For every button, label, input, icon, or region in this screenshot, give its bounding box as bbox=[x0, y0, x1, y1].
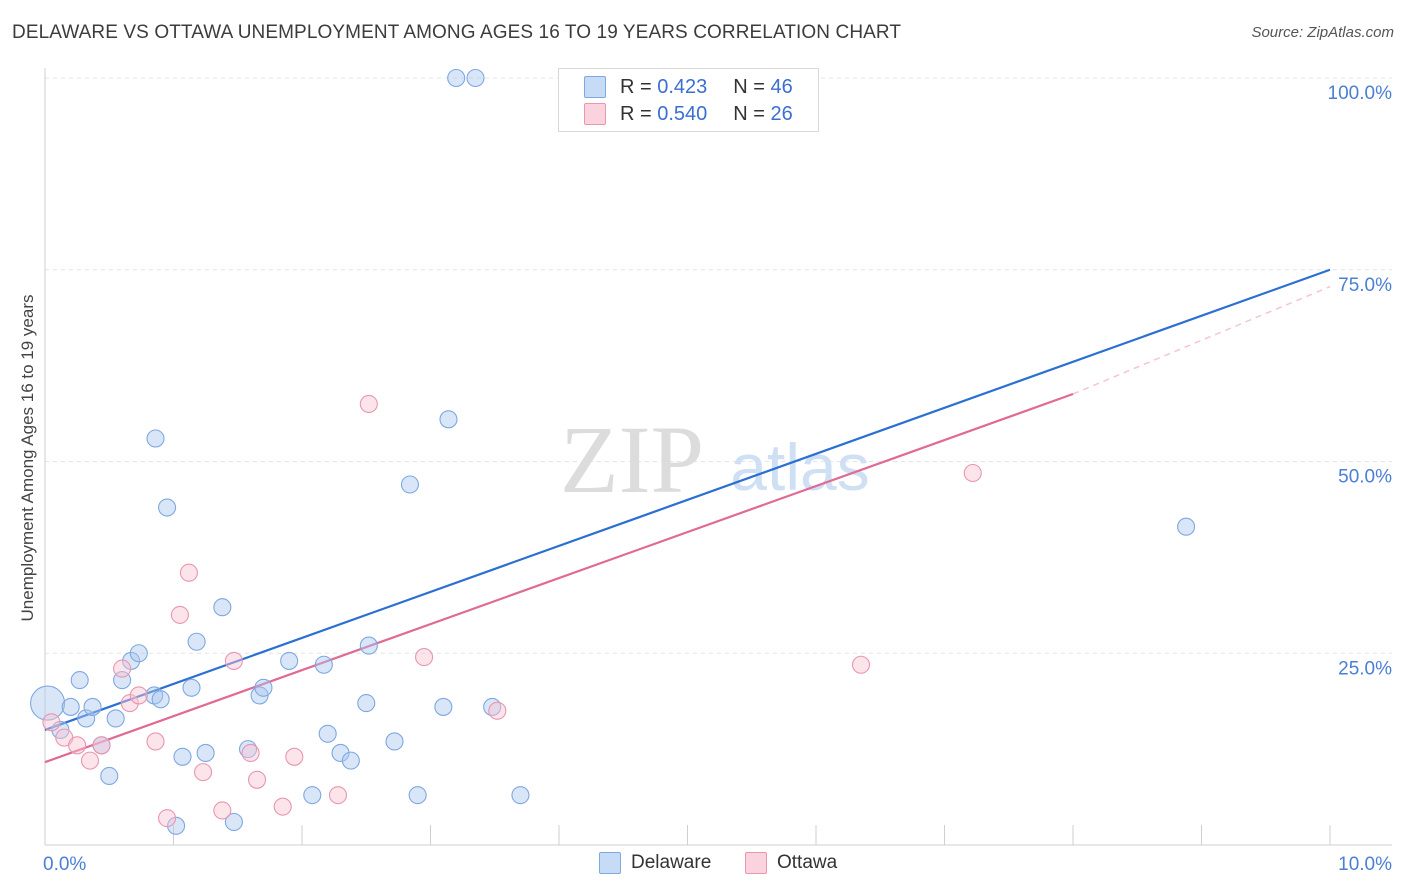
point-ottawa bbox=[247, 770, 267, 789]
trend-lines bbox=[44, 268, 1331, 764]
point-delaware bbox=[331, 743, 350, 763]
tick-labels: 25.0% 50.0% 75.0% 100.0% 0.0% 10.0% bbox=[43, 83, 1392, 875]
point-ottawa bbox=[68, 736, 87, 755]
point-ottawa bbox=[285, 747, 304, 766]
point-delaware bbox=[408, 786, 427, 805]
point-ottawa bbox=[488, 701, 507, 720]
grid-lines bbox=[45, 77, 1392, 654]
point-ottawa bbox=[224, 651, 243, 670]
point-delaware bbox=[1177, 517, 1196, 536]
point-delaware bbox=[303, 786, 322, 805]
point-delaware bbox=[129, 644, 148, 663]
point-delaware bbox=[341, 751, 360, 770]
point-ottawa bbox=[158, 809, 177, 828]
data-points bbox=[30, 68, 1196, 835]
source-label: Source: ZipAtlas.com bbox=[1251, 24, 1394, 41]
point-delaware bbox=[224, 812, 243, 832]
point-delaware bbox=[400, 475, 419, 494]
point-delaware bbox=[158, 498, 177, 517]
legend-row-delaware: R = 0.423 N = 46 bbox=[584, 75, 793, 99]
point-delaware bbox=[385, 732, 404, 751]
point-delaware bbox=[106, 709, 125, 728]
point-delaware bbox=[314, 655, 333, 674]
point-delaware bbox=[254, 678, 273, 697]
point-ottawa bbox=[92, 736, 111, 755]
point-delaware bbox=[447, 68, 466, 88]
point-delaware bbox=[318, 724, 337, 743]
point-ottawa bbox=[194, 763, 213, 782]
x-tick-label: 0.0% bbox=[43, 854, 86, 875]
point-delaware bbox=[187, 632, 206, 651]
point-ottawa bbox=[179, 563, 198, 582]
point-delaware bbox=[182, 678, 201, 697]
legend-row-ottawa: R = 0.540 N = 26 bbox=[584, 102, 793, 126]
point-delaware bbox=[83, 697, 102, 716]
y-tick-label: 50.0% bbox=[1338, 467, 1392, 488]
point-delaware bbox=[280, 651, 299, 670]
point-delaware bbox=[466, 68, 485, 88]
n-label: N = bbox=[733, 75, 765, 98]
point-ottawa bbox=[851, 655, 871, 674]
point-delaware bbox=[357, 694, 376, 713]
point-delaware bbox=[100, 766, 119, 786]
point-delaware bbox=[213, 598, 232, 617]
point-delaware bbox=[434, 697, 453, 716]
trend-line-ottawa bbox=[44, 392, 1074, 764]
r-label: R = bbox=[620, 75, 652, 98]
point-ottawa bbox=[359, 394, 378, 414]
ottawa-swatch bbox=[745, 852, 767, 874]
n-value: 26 bbox=[770, 102, 793, 125]
point-ottawa bbox=[42, 713, 61, 732]
legend-item-ottawa[interactable]: Ottawa bbox=[745, 852, 837, 874]
point-ottawa bbox=[170, 605, 189, 624]
watermark-zip: ZIP bbox=[560, 406, 704, 513]
point-ottawa bbox=[80, 751, 100, 770]
r-value: 0.423 bbox=[657, 75, 708, 98]
series-legend: Delaware Ottawa bbox=[0, 852, 1406, 876]
legend-item-delaware[interactable]: Delaware bbox=[599, 852, 711, 874]
r-value: 0.540 bbox=[657, 102, 708, 125]
x-tick-label: 10.0% bbox=[1338, 854, 1392, 875]
chart-title: DELAWARE VS OTTAWA UNEMPLOYMENT AMONG AG… bbox=[12, 22, 902, 43]
r-label: R = bbox=[620, 102, 652, 125]
point-ottawa bbox=[213, 801, 232, 820]
point-delaware bbox=[511, 786, 530, 805]
point-delaware bbox=[173, 747, 192, 766]
legend-label-delaware: Delaware bbox=[631, 852, 712, 873]
point-ottawa bbox=[241, 743, 260, 763]
point-delaware bbox=[151, 690, 170, 709]
point-delaware bbox=[61, 697, 80, 716]
legend-label-ottawa: Ottawa bbox=[777, 852, 838, 873]
y-tick-label: 75.0% bbox=[1338, 275, 1392, 296]
ottawa-swatch bbox=[584, 103, 606, 125]
y-tick-label: 100.0% bbox=[1328, 83, 1393, 104]
point-delaware bbox=[196, 743, 215, 763]
point-delaware bbox=[359, 636, 378, 655]
delaware-swatch bbox=[599, 852, 621, 874]
y-tick-label: 25.0% bbox=[1338, 658, 1392, 679]
watermark: ZIP atlas bbox=[560, 406, 870, 513]
point-delaware bbox=[146, 429, 165, 448]
axes bbox=[44, 68, 1392, 846]
point-delaware bbox=[77, 709, 96, 728]
point-delaware bbox=[30, 685, 66, 721]
point-ottawa bbox=[146, 732, 165, 751]
point-ottawa bbox=[113, 659, 132, 678]
trend-line-delaware bbox=[44, 268, 1331, 731]
point-ottawa bbox=[273, 797, 292, 816]
point-delaware bbox=[439, 410, 458, 429]
point-delaware bbox=[70, 671, 89, 690]
stats-legend: R = 0.423 N = 46 R = 0.540 N = 26 bbox=[558, 68, 819, 132]
point-ottawa bbox=[328, 786, 348, 805]
point-ottawa bbox=[129, 686, 148, 705]
point-ottawa bbox=[415, 648, 434, 667]
delaware-swatch bbox=[584, 76, 606, 98]
trend-line-extension-ottawa bbox=[1072, 285, 1331, 395]
n-value: 46 bbox=[770, 75, 793, 98]
point-ottawa bbox=[963, 463, 982, 483]
n-label: N = bbox=[733, 102, 765, 125]
